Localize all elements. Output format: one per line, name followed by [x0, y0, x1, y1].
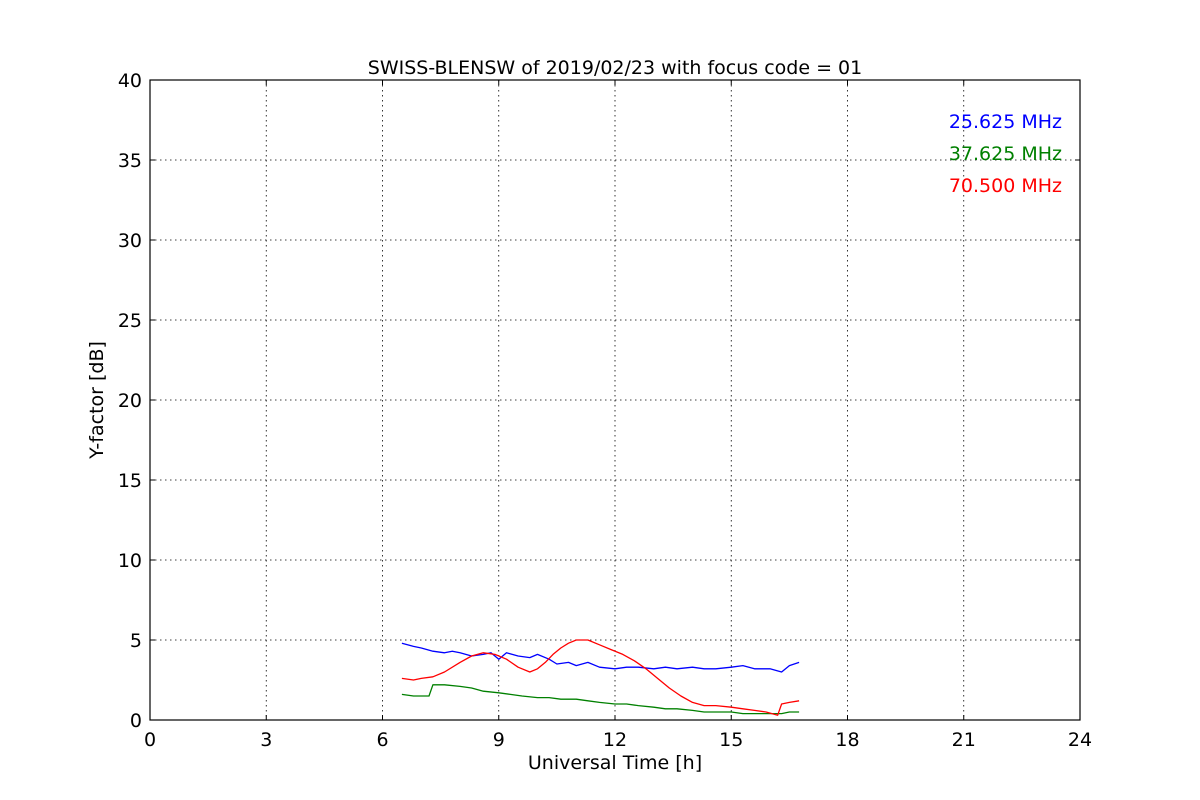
x-tick-label: 9 [493, 729, 505, 751]
y-tick-label: 5 [130, 630, 142, 652]
series-line-0 [401, 642, 800, 673]
x-axis-label: Universal Time [h] [528, 752, 702, 774]
grid [150, 80, 1080, 720]
x-tick-label: 18 [835, 729, 859, 751]
series-line-1 [401, 684, 800, 715]
x-tick-label: 24 [1068, 729, 1092, 751]
y-tick-label: 35 [118, 150, 142, 172]
axis-ticks [149, 79, 1081, 721]
y-tick-label: 40 [118, 70, 142, 92]
legend-entry-0: 25.625 MHz [949, 111, 1062, 133]
y-tick-label: 10 [118, 550, 142, 572]
y-tick-label: 25 [118, 310, 142, 332]
y-tick-label: 0 [130, 710, 142, 732]
series-layer [401, 639, 800, 716]
y-tick-labels: 0 5 10 15 20 25 30 35 40 [118, 70, 142, 732]
legend: 25.625 MHz 37.625 MHz 70.500 MHz [949, 111, 1062, 197]
y-tick-label: 30 [118, 230, 142, 252]
y-axis-label: Y-factor [dB] [86, 341, 108, 460]
x-tick-label: 3 [260, 729, 272, 751]
y-tick-label: 15 [118, 470, 142, 492]
y-tick-label: 20 [118, 390, 142, 412]
legend-entry-1: 37.625 MHz [949, 143, 1062, 165]
x-tick-labels: 0 3 6 9 12 15 18 21 24 [144, 729, 1092, 751]
x-tick-label: 12 [603, 729, 627, 751]
x-tick-label: 6 [376, 729, 388, 751]
series-line-2 [401, 639, 800, 716]
x-tick-label: 0 [144, 729, 156, 751]
chart-title: SWISS-BLENSW of 2019/02/23 with focus co… [368, 57, 862, 79]
x-tick-label: 15 [719, 729, 743, 751]
x-tick-label: 21 [952, 729, 976, 751]
legend-entry-2: 70.500 MHz [949, 175, 1062, 197]
